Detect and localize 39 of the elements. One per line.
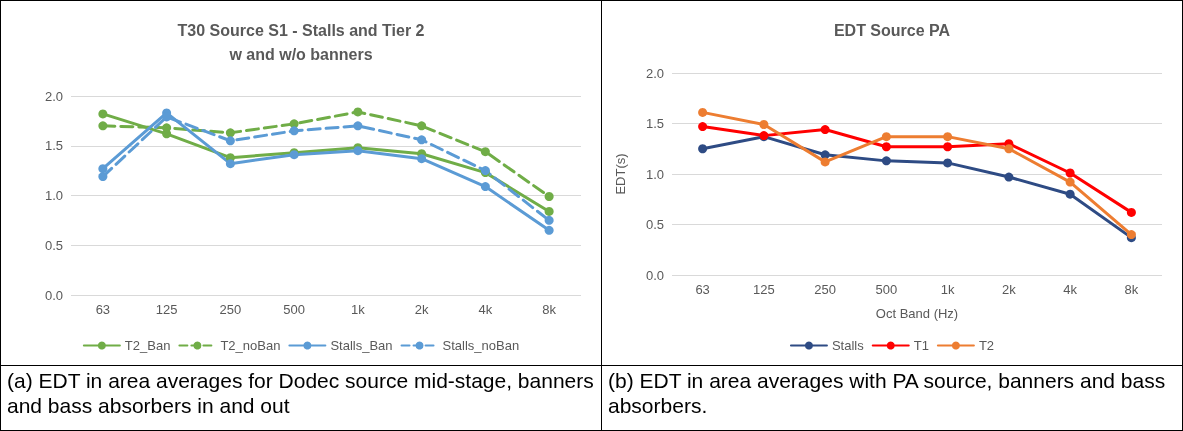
x-tick-label: 4k xyxy=(478,302,493,317)
x-tick-label: 125 xyxy=(155,302,178,317)
y-tick-label: 2.0 xyxy=(44,88,63,104)
x-tick-label: 63 xyxy=(695,282,710,297)
text: (b) EDT in area averages with PA source, banners and bass absorbers. xyxy=(607,368,1167,419)
y-tick-label: 2.0 xyxy=(645,65,664,81)
x-tick-label: 1k xyxy=(940,282,955,297)
x-tick-label: 250 xyxy=(219,302,242,317)
x-tick-label: 2k xyxy=(1002,282,1017,297)
x-tick-label: 1k xyxy=(351,302,366,317)
text: (a) EDT in area averages for Dodec source mid-stage, banners and bass absorbers in and out xyxy=(6,368,595,419)
legend-label: T2 xyxy=(978,338,995,353)
chart-title: T30 Source S1 - Stalls and Tier 2 w and w/o banners xyxy=(177,21,425,63)
y-tick-label: 1.0 xyxy=(44,188,63,203)
y-tick-label: 1.5 xyxy=(645,116,664,131)
x-tick-label: 4k xyxy=(1063,282,1078,297)
x-axis-title: Oct Band (Hz) xyxy=(875,306,959,321)
legend-label: Stalls xyxy=(831,338,865,353)
y-tick-label: 0.0 xyxy=(645,267,664,283)
x-tick-label: 8k xyxy=(542,302,557,317)
x-tick-label: 500 xyxy=(283,302,305,317)
y-tick-label: 1.5 xyxy=(44,138,63,154)
y-tick-label: 1.0 xyxy=(645,166,664,182)
y-tick-label: 0.0 xyxy=(44,287,63,303)
x-tick-label: 250 xyxy=(814,282,836,297)
y-axis-title: EDT(s) xyxy=(613,153,628,195)
x-tick-label: 125 xyxy=(753,282,775,297)
chart-title: EDT Source PA xyxy=(833,21,951,39)
x-tick-label: 8k xyxy=(1124,282,1139,297)
y-tick-label: 0.5 xyxy=(44,237,63,253)
legend-label: T2_noBan xyxy=(220,338,281,353)
x-tick-label: 500 xyxy=(875,282,898,297)
legend-label: Stalls_noBan xyxy=(442,338,520,353)
legend-label: T2_Ban xyxy=(124,338,171,353)
legend-label: Stalls_Ban xyxy=(330,338,393,353)
x-tick-label: 63 xyxy=(95,302,111,317)
x-tick-label: 2k xyxy=(414,302,429,317)
y-tick-label: 0.5 xyxy=(645,217,664,232)
legend-label: T1 xyxy=(913,338,929,353)
